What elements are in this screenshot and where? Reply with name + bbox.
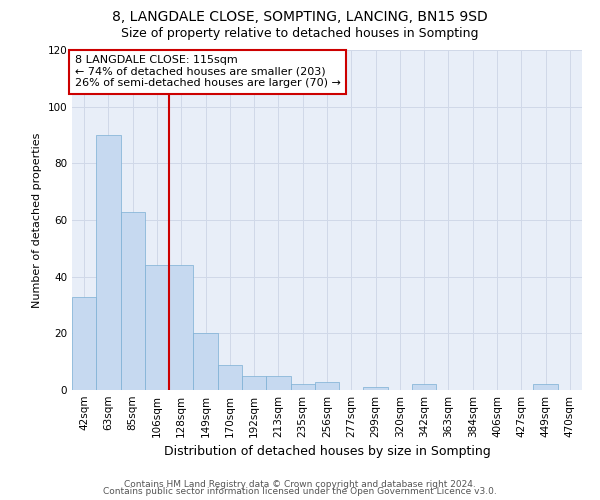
Bar bbox=[242, 376, 266, 390]
X-axis label: Distribution of detached houses by size in Sompting: Distribution of detached houses by size … bbox=[164, 446, 490, 458]
Text: Contains HM Land Registry data © Crown copyright and database right 2024.: Contains HM Land Registry data © Crown c… bbox=[124, 480, 476, 489]
Bar bbox=[266, 376, 290, 390]
Y-axis label: Number of detached properties: Number of detached properties bbox=[32, 132, 42, 308]
Text: 8 LANGDALE CLOSE: 115sqm
← 74% of detached houses are smaller (203)
26% of semi-: 8 LANGDALE CLOSE: 115sqm ← 74% of detach… bbox=[74, 55, 340, 88]
Text: Contains public sector information licensed under the Open Government Licence v3: Contains public sector information licen… bbox=[103, 487, 497, 496]
Bar bbox=[145, 266, 169, 390]
Text: 8, LANGDALE CLOSE, SOMPTING, LANCING, BN15 9SD: 8, LANGDALE CLOSE, SOMPTING, LANCING, BN… bbox=[112, 10, 488, 24]
Bar bbox=[364, 387, 388, 390]
Bar bbox=[96, 135, 121, 390]
Text: Size of property relative to detached houses in Sompting: Size of property relative to detached ho… bbox=[121, 28, 479, 40]
Bar bbox=[193, 334, 218, 390]
Bar bbox=[412, 384, 436, 390]
Bar bbox=[218, 364, 242, 390]
Bar bbox=[72, 296, 96, 390]
Bar bbox=[315, 382, 339, 390]
Bar bbox=[290, 384, 315, 390]
Bar bbox=[121, 212, 145, 390]
Bar bbox=[169, 266, 193, 390]
Bar bbox=[533, 384, 558, 390]
